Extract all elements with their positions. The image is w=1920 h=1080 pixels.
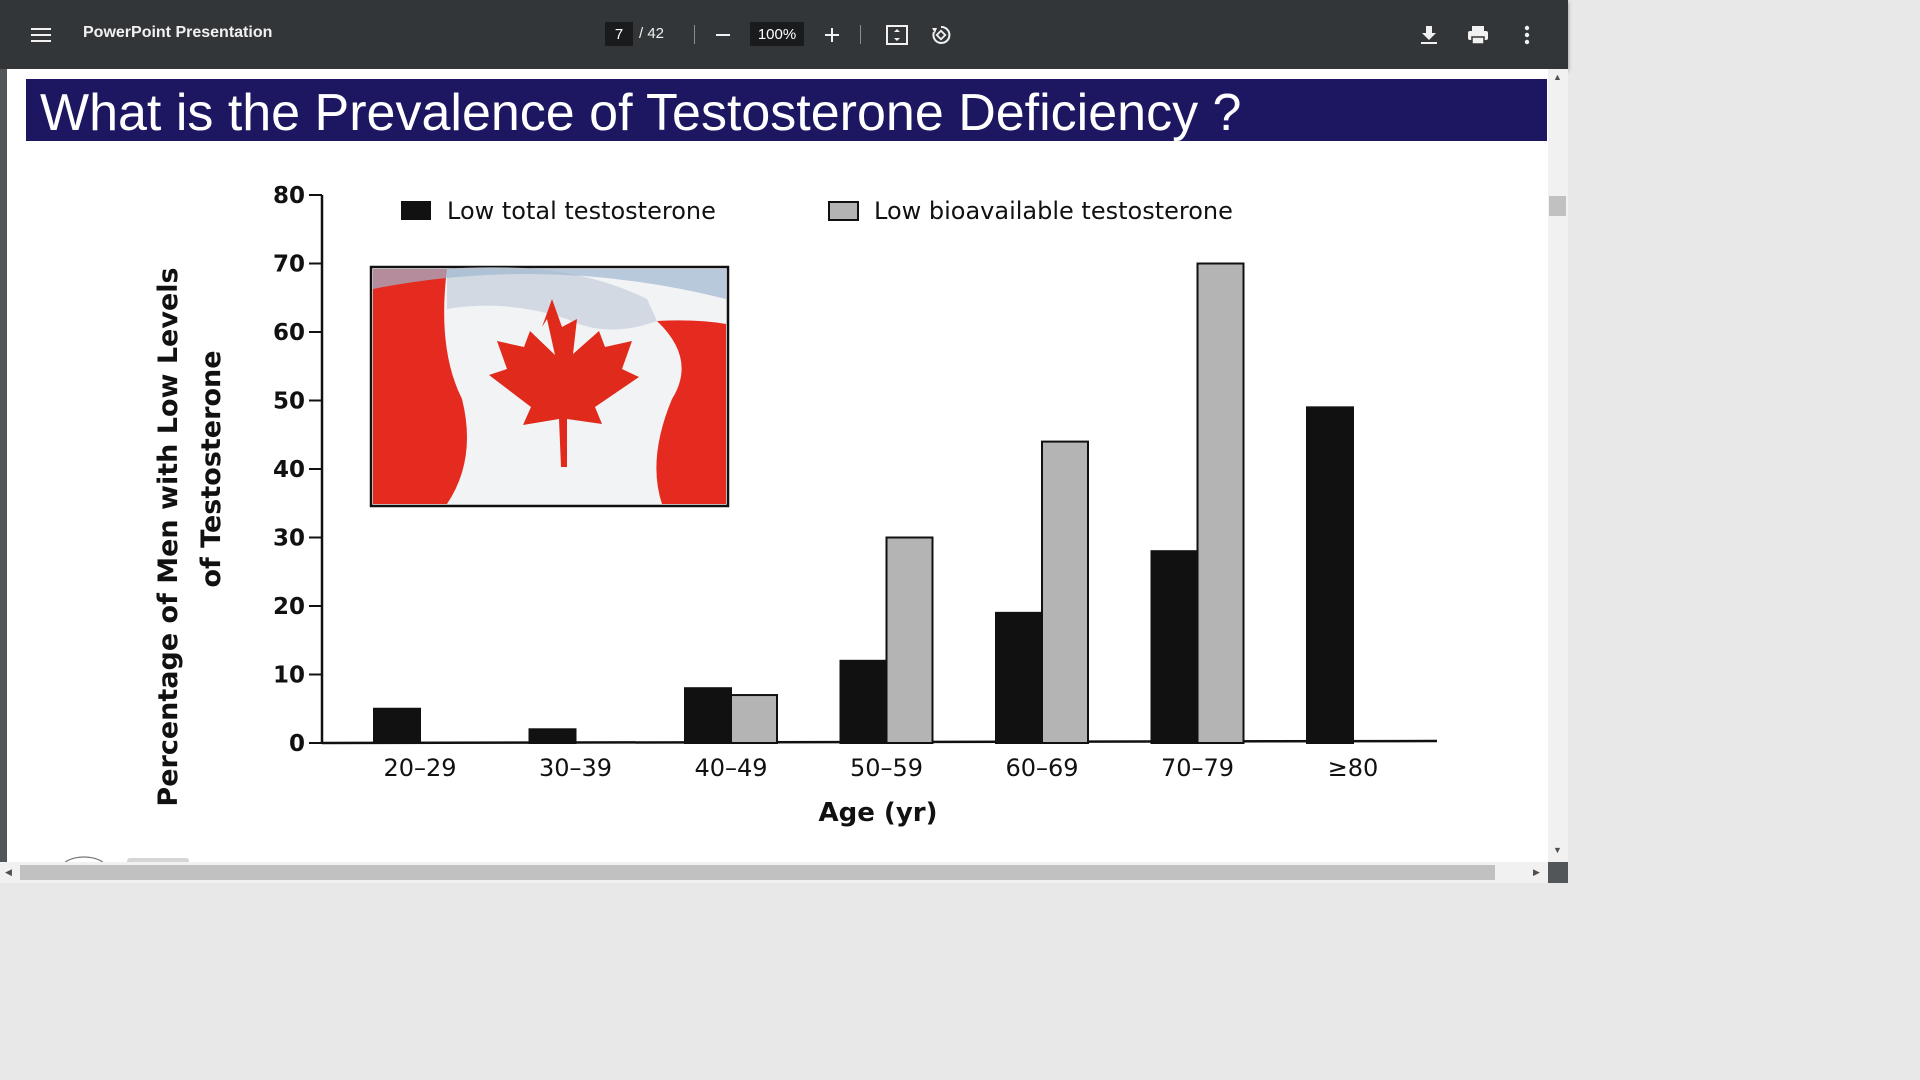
- bar-low-total: [995, 611, 1043, 744]
- bar-chart: Percentage of Men with Low Levels of Tes…: [153, 183, 1438, 828]
- y-tick-label: 40: [273, 457, 305, 483]
- y-tick-label: 60: [273, 320, 305, 346]
- bar-low-total: [1306, 406, 1354, 744]
- pdf-page: What is the Prevalence of Testosterone D…: [7, 69, 1548, 862]
- rotate-icon: [931, 25, 950, 44]
- hamburger-menu-icon[interactable]: [28, 22, 54, 48]
- canada-flag-image: [369, 265, 730, 508]
- zoom-in-button[interactable]: [819, 22, 845, 48]
- scroll-left-arrow[interactable]: ◀: [5, 867, 12, 877]
- x-tick-label: 50–59: [850, 754, 923, 782]
- y-tick-label: 70: [273, 252, 305, 278]
- fit-page-button[interactable]: [883, 21, 910, 48]
- y-tick-label: 20: [273, 594, 305, 620]
- y-tick-label: 10: [273, 663, 305, 689]
- bar-low-bioavailable: [1041, 440, 1089, 744]
- x-tick-label: 60–69: [1005, 754, 1078, 782]
- y-axis-label-line1: Percentage of Men with Low Levels: [153, 267, 184, 806]
- horizontal-scrollbar-thumb[interactable]: [20, 865, 1495, 880]
- bar-low-total: [373, 707, 421, 744]
- download-icon: [1420, 25, 1437, 44]
- plus-icon: [825, 28, 839, 42]
- scroll-right-arrow[interactable]: ▶: [1533, 867, 1540, 877]
- minus-icon: [716, 34, 730, 36]
- rotate-button[interactable]: [927, 21, 954, 48]
- bar-low-bioavailable: [730, 694, 778, 744]
- legend-swatch-bioavailable: [828, 201, 859, 221]
- zoom-input[interactable]: 100%: [750, 22, 804, 46]
- x-tick-label: ≥80: [1328, 754, 1379, 782]
- document-title: PowerPoint Presentation: [83, 24, 273, 41]
- bar-low-bioavailable: [1196, 262, 1245, 744]
- legend-swatch-total: [401, 201, 431, 220]
- maple-leaf-icon: [489, 299, 639, 467]
- toolbar-divider: [694, 25, 695, 44]
- print-icon: [1467, 25, 1488, 45]
- x-axis-label: Age (yr): [819, 798, 938, 828]
- page-total: / 42: [639, 25, 665, 42]
- bar-low-total: [528, 728, 577, 744]
- scroll-down-arrow[interactable]: ▼: [1553, 845, 1562, 855]
- bar-low-total: [839, 659, 888, 744]
- bar-low-total: [684, 687, 732, 745]
- x-tick-label: 20–29: [383, 754, 456, 782]
- zoom-out-button[interactable]: [710, 22, 736, 48]
- vertical-scrollbar-thumb[interactable]: [1549, 196, 1566, 216]
- bar-low-total: [1150, 550, 1199, 745]
- x-tick-label: 40–49: [694, 754, 767, 782]
- vertical-scrollbar[interactable]: [1548, 69, 1568, 862]
- more-vert-icon: [1524, 25, 1529, 44]
- fit-page-icon: [885, 24, 908, 45]
- slide-title: What is the Prevalence of Testosterone D…: [40, 84, 1242, 142]
- bar-low-bioavailable: [885, 536, 934, 744]
- x-tick-label: 70–79: [1161, 754, 1234, 782]
- footer-logo: [64, 856, 189, 862]
- slide-title-bar: What is the Prevalence of Testosterone D…: [26, 79, 1547, 142]
- print-button[interactable]: [1464, 21, 1491, 48]
- page-number-input[interactable]: 7: [605, 22, 633, 46]
- legend-label-bioavailable: Low bioavailable testosterone: [874, 197, 1233, 225]
- legend-label-total: Low total testosterone: [447, 197, 716, 225]
- y-tick-label: 0: [289, 731, 305, 757]
- x-tick-label: 30–39: [539, 754, 612, 782]
- toolbar-divider: [860, 25, 861, 44]
- y-tick-label: 80: [273, 183, 305, 209]
- pdf-toolbar: PowerPoint Presentation 7 / 42 100%: [0, 0, 1568, 69]
- download-button[interactable]: [1415, 21, 1442, 48]
- y-tick-label: 50: [273, 389, 305, 415]
- scroll-up-arrow[interactable]: ▲: [1553, 72, 1562, 82]
- more-actions-button[interactable]: [1513, 21, 1540, 48]
- y-tick-label: 30: [273, 526, 305, 552]
- y-axis-label-line2: of Testosterone: [196, 350, 227, 587]
